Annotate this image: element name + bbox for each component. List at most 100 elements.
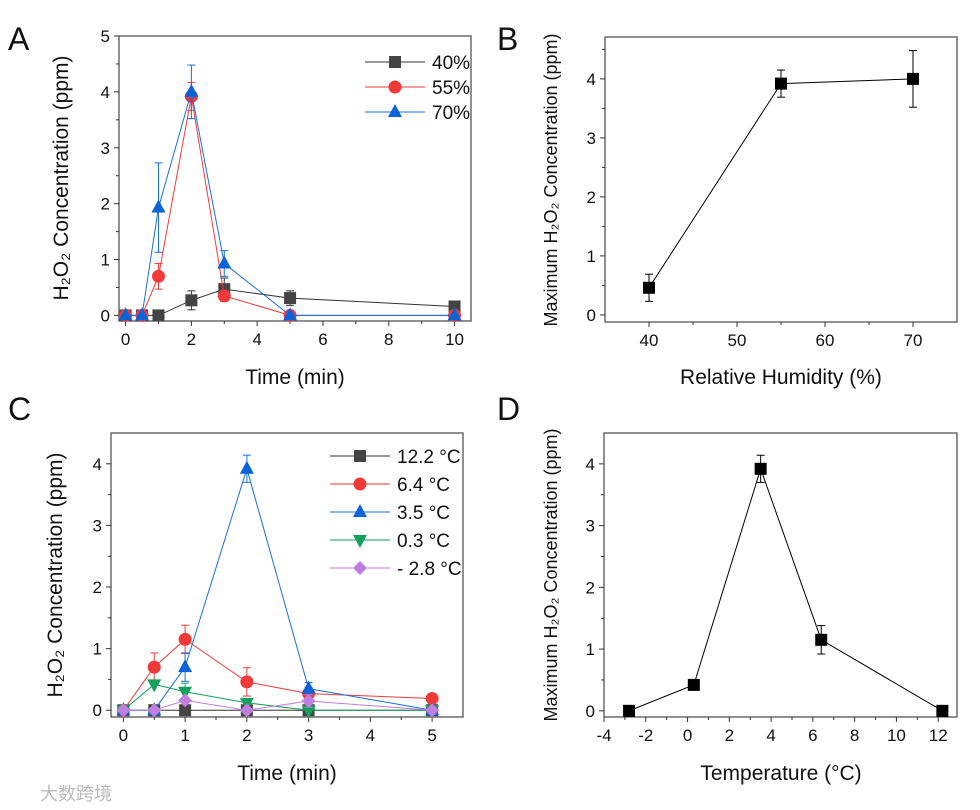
panel-c-ytick-label: 0 xyxy=(93,701,102,720)
panel-d-data-point xyxy=(815,633,828,646)
panel-d-data-point xyxy=(754,462,767,475)
panel-b-xtick-label: 60 xyxy=(816,331,835,350)
panel-c-series-2 xyxy=(116,454,440,716)
panel-c-legend-label: 3.5 °C xyxy=(397,503,450,524)
panel-a-frame xyxy=(118,35,472,322)
panel-a-ytick-label: 1 xyxy=(101,251,110,270)
panel-a-data-point xyxy=(135,307,150,321)
panel-c-xtick-label: 0 xyxy=(119,726,128,745)
panel-a-legend-marker xyxy=(388,104,402,117)
panel-a-legend-label: 40% xyxy=(432,53,470,74)
panel-c-data-point xyxy=(147,679,162,693)
panel-c-xtick-label: 2 xyxy=(242,726,251,745)
panel-b-series-line xyxy=(648,78,914,289)
panel-a-xtick-label: 2 xyxy=(187,330,196,349)
panel-c-data-point xyxy=(178,693,193,708)
panel-c-series-4 xyxy=(116,693,440,718)
panel-c-ytick-label: 3 xyxy=(93,516,102,535)
panel-d-xtick-label: 10 xyxy=(887,726,906,745)
panel-c-data-point xyxy=(301,705,316,719)
panel-d-xtick-label: 8 xyxy=(850,726,859,745)
panel-a-legend-marker xyxy=(388,80,402,94)
panel-c-legend-label: 0.3 °C xyxy=(397,531,450,552)
panel-a-ytick-label: 2 xyxy=(101,195,110,214)
watermark: 大数跨境 xyxy=(40,784,112,804)
panel-a-ytick-label: 4 xyxy=(101,83,110,102)
panel-b-xtick-label: 70 xyxy=(904,331,923,350)
panel-d-ytick-label: 3 xyxy=(586,517,595,536)
panel-c-frame xyxy=(110,432,464,718)
panel-d-xtick-label: 4 xyxy=(766,726,775,745)
panel-d-xtick-label: -4 xyxy=(596,726,611,745)
panel-c-legend-marker xyxy=(353,477,367,491)
panel-c-ytick-label: 1 xyxy=(93,640,102,659)
panel-a-series-2 xyxy=(118,64,462,321)
panel-c-data-point xyxy=(116,703,131,718)
panel-a-xtick-label: 6 xyxy=(318,330,327,349)
panel-a: 0 2 4 6 8 10 0 1 2 3 4 5 40% 55% 70% xyxy=(101,27,472,349)
panel-d-series-0 xyxy=(623,454,949,717)
panel-b-xtick-label: 50 xyxy=(728,331,747,350)
panel-b-ytick-label: 0 xyxy=(587,306,596,325)
panel-c-data-point xyxy=(147,660,161,674)
panel-a-data-point xyxy=(447,307,462,321)
panel-d-frame xyxy=(603,432,958,718)
panel-d-series-line xyxy=(628,467,943,712)
panel-a-data-point xyxy=(118,307,133,321)
panel-c-legend-marker xyxy=(354,450,366,462)
panel-c-data-point xyxy=(178,686,193,700)
panel-c-xlabel: Time (min) xyxy=(237,762,337,785)
panel-b-ytick-label: 3 xyxy=(587,129,596,148)
panel-c-data-point xyxy=(239,703,254,718)
panel-a-data-point xyxy=(185,294,198,307)
panel-d-xtick-label: -2 xyxy=(638,726,653,745)
panel-b: 40 50 60 70 0 1 2 3 4 xyxy=(587,36,958,350)
panel-a-data-point xyxy=(217,255,232,269)
panel-d-data-point xyxy=(936,704,949,717)
panel-c-data-point xyxy=(301,680,316,694)
panel-c-xtick-label: 3 xyxy=(304,726,313,745)
panel-b-ytick-label: 2 xyxy=(587,188,596,207)
panel-b-series-0 xyxy=(643,50,919,302)
panel-a-xtick-label: 10 xyxy=(445,330,464,349)
panel-a-ytick-label: 3 xyxy=(101,139,110,158)
panel-b-data-point xyxy=(907,72,919,85)
panel-c-series-line xyxy=(123,683,433,711)
panel-c-legend-label: 12.2 °C xyxy=(397,447,461,468)
panel-c-data-point xyxy=(239,460,254,474)
panel-c-legend-marker xyxy=(353,561,367,575)
panel-d-xtick-label: 6 xyxy=(808,726,817,745)
panel-letter-d: D xyxy=(497,391,520,427)
panel-b-data-point xyxy=(775,77,787,90)
panel-c-data-point xyxy=(179,704,192,717)
panel-a-data-point xyxy=(152,309,165,322)
panel-c-legend-marker xyxy=(353,535,367,548)
panel-c-series-line xyxy=(123,466,433,711)
panel-letter-a: A xyxy=(8,21,30,57)
panel-a-series-line xyxy=(125,91,455,316)
panel-c-data-point xyxy=(425,703,440,718)
panel-d-xtick-label: 2 xyxy=(725,726,734,745)
panel-a-xtick-label: 8 xyxy=(384,330,393,349)
panel-c-series-3 xyxy=(116,679,440,719)
panel-c-legend-label: 6.4 °C xyxy=(397,475,450,496)
panel-a-xtick-label: 0 xyxy=(121,330,130,349)
panel-c: 0 1 2 3 4 5 0 1 2 3 4 12.2 °C 6.4 °C 3.5 °C 0.3 °C - 2.… xyxy=(93,432,464,745)
panel-a-ytick-label: 0 xyxy=(101,306,110,325)
panel-c-xtick-label: 4 xyxy=(366,726,375,745)
panel-a-data-point xyxy=(284,292,297,305)
panel-d-ytick-label: 0 xyxy=(586,702,595,721)
panel-c-legend-label: - 2.8 °C xyxy=(397,559,462,580)
panel-a-legend-marker xyxy=(389,56,401,68)
panel-c-data-point xyxy=(178,659,193,673)
panel-b-xtick-label: 40 xyxy=(640,331,659,350)
panel-c-data-point xyxy=(147,703,162,718)
panel-b-data-point xyxy=(643,281,655,294)
panel-c-data-point xyxy=(301,693,316,708)
panel-a-xtick-label: 4 xyxy=(252,330,261,349)
panel-d-ytick-label: 2 xyxy=(586,578,595,597)
panel-c-ytick-label: 2 xyxy=(93,578,102,597)
panel-c-xtick-label: 1 xyxy=(180,726,189,745)
